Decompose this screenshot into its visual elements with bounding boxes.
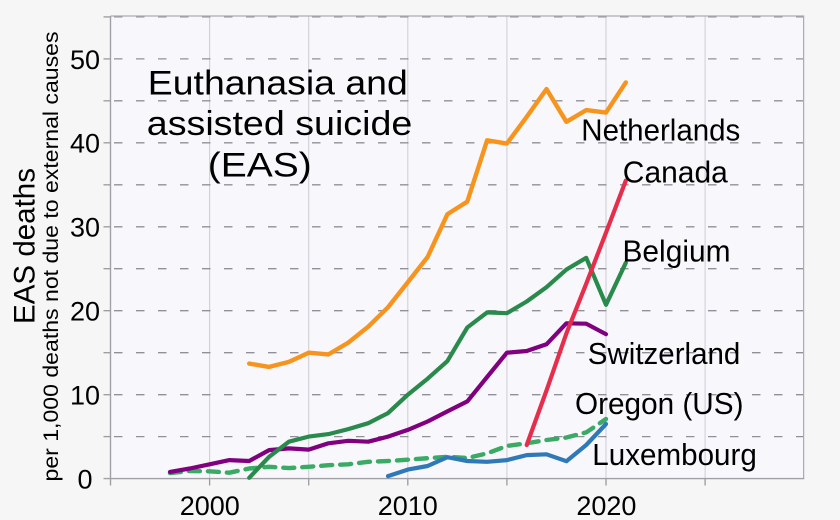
svg-text:2010: 2010 [378, 491, 438, 520]
svg-text:assisted suicide: assisted suicide [147, 105, 413, 143]
svg-text:40: 40 [70, 129, 100, 159]
svg-text:Switzerland: Switzerland [588, 337, 741, 371]
svg-text:0: 0 [77, 465, 92, 495]
svg-text:30: 30 [70, 213, 100, 243]
svg-text:Canada: Canada [623, 155, 728, 189]
svg-text:EAS deaths: EAS deaths [9, 168, 42, 324]
svg-text:50: 50 [70, 45, 100, 75]
svg-text:2000: 2000 [180, 491, 240, 520]
svg-text:Euthanasia and: Euthanasia and [148, 64, 408, 102]
svg-text:Luxembourg: Luxembourg [592, 438, 757, 472]
svg-text:2020: 2020 [576, 491, 636, 520]
svg-text:20: 20 [70, 297, 100, 327]
svg-text:10: 10 [70, 381, 100, 411]
svg-text:Belgium: Belgium [623, 234, 731, 268]
svg-text:per 1,000 deaths not due to ex: per 1,000 deaths not due to external cau… [40, 32, 63, 482]
svg-text:Oregon (US): Oregon (US) [575, 387, 744, 421]
svg-text:Netherlands: Netherlands [581, 113, 740, 147]
svg-text:(EAS): (EAS) [208, 147, 312, 185]
